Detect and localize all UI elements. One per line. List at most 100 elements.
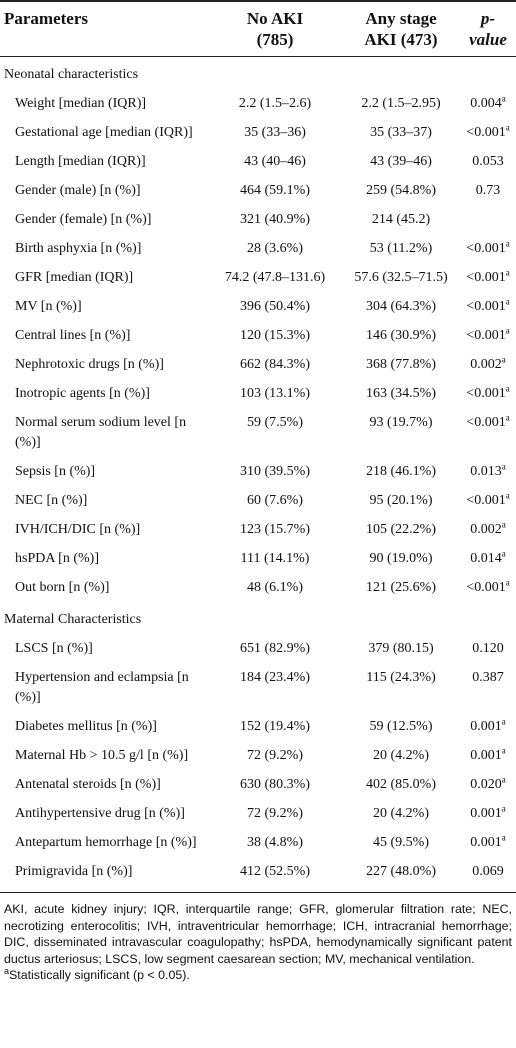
aki-value: 93 (19.7%) (369, 415, 433, 430)
data-table: Parameters No AKI (785) Any stage AKI (473) p… (0, 0, 516, 893)
parameter: Antihypertensive drug [n (%)] (15, 806, 185, 821)
section-label: Maternal Characteristics (4, 612, 142, 627)
aki-value: 259 (54.8%) (366, 183, 436, 198)
header-line: No AKI (246, 9, 304, 28)
p-value: <0.001a (460, 486, 516, 515)
significance-mark: a (501, 461, 506, 472)
table-row: Diabetes mellitus [n (%)] 152 (19.4%) 59 (… (0, 712, 516, 741)
p-value-text: <0.001 (466, 580, 506, 595)
table-row: Maternal Hb > 10.5 g/l [n (%)] 72 (9.2%) 2… (0, 741, 516, 770)
no-aki-value: 103 (13.1%) (240, 386, 310, 401)
significance-mark: a (501, 519, 506, 530)
empty-cell (460, 205, 516, 234)
table-row: Primigravida [n (%)] 412 (52.5%) 227 (48.0… (0, 857, 516, 893)
section-label: Neonatal characteristics (4, 67, 139, 82)
no-aki-value: 111 (14.1%) (240, 551, 310, 566)
header-line: (785) (256, 30, 294, 49)
no-aki-value: 48 (6.1%) (247, 580, 303, 595)
p-value-text: 0.004 (470, 96, 502, 111)
aki-value: 20 (4.2%) (373, 748, 429, 763)
parameter: Weight [median (IQR)] (15, 96, 147, 111)
p-value-text: <0.001 (466, 415, 506, 430)
p-value: 0.120 (472, 641, 504, 656)
p-value-text: 0.014 (470, 551, 502, 566)
column-header: p-value (460, 0, 516, 57)
parameter: Birth asphyxia [n (%)] (15, 241, 142, 256)
aki-value: 368 (77.8%) (366, 357, 436, 372)
no-aki-value: 464 (59.1%) (240, 183, 310, 198)
aki-value: 379 (80.15) (368, 641, 434, 656)
no-aki-value: 123 (15.7%) (240, 522, 310, 537)
p-value: <0.001a (460, 321, 516, 350)
p-value-text: 0.002 (470, 522, 502, 537)
p-value-text: 0.001 (470, 806, 502, 821)
aki-value: 227 (48.0%) (342, 857, 460, 893)
parameter: Nephrotoxic drugs [n (%)] (15, 357, 164, 372)
no-aki-value: 2.2 (1.5–2.6) (238, 96, 312, 111)
aki-value: 53 (11.2%) (369, 241, 433, 256)
aki-value: 95 (20.1%) (369, 493, 433, 508)
significance-mark: a (505, 296, 510, 307)
table-row: Out born [n (%)] 48 (6.1%) 121 (25.6%) <0.0… (0, 573, 516, 602)
p-value: 0.004a (460, 89, 516, 118)
table-body: Neonatal characteristics Weight [median (… (0, 57, 516, 893)
p-value-text: 0.001 (470, 719, 502, 734)
aki-value: 43 (39–46) (370, 154, 432, 169)
table-row: NEC [n (%)] 60 (7.6%) 95 (20.1%) <0.001a (0, 486, 516, 515)
table-row: Gender (male) [n (%)] 464 (59.1%) 259 (54.… (0, 176, 516, 205)
p-value: 0.053 (472, 154, 504, 169)
p-value: 0.001a (460, 741, 516, 770)
table-row: Neonatal characteristics (0, 57, 516, 90)
p-value: <0.001a (460, 408, 516, 457)
table-row: Weight [median (IQR)] 2.2 (1.5–2.6) 2.2 (1… (0, 89, 516, 118)
parameter: Diabetes mellitus [n (%)] (15, 719, 157, 734)
aki-value: 214 (45.2) (371, 212, 431, 227)
aki-value: 45 (9.5%) (373, 835, 429, 850)
aki-value: 121 (25.6%) (366, 580, 436, 595)
p-value: <0.001a (460, 379, 516, 408)
aki-value: 90 (19.0%) (369, 551, 433, 566)
no-aki-value: 396 (50.4%) (240, 299, 310, 314)
significance-mark: a (505, 577, 510, 588)
p-value: 0.001a (460, 799, 516, 828)
significance-mark: a (501, 745, 506, 756)
aki-value: 20 (4.2%) (373, 806, 429, 821)
footnote: AKI, acute kidney injury; IQR, interquar… (4, 901, 512, 967)
parameter: Maternal Hb > 10.5 g/l [n (%)] (15, 748, 189, 763)
p-value: 0.73 (475, 183, 501, 198)
significance-mark: a (505, 325, 510, 336)
column-header: No AKI (785) (208, 0, 342, 57)
table-row: Antepartum hemorrhage [n (%)] 38 (4.8%) 45… (0, 828, 516, 857)
p-value-text: <0.001 (466, 386, 506, 401)
significance-mark: a (505, 267, 510, 278)
significance-mark: a (505, 383, 510, 394)
parameter: Normal serum sodium level [n (%)] (15, 415, 187, 450)
p-value-text: <0.001 (466, 270, 506, 285)
no-aki-value: 72 (9.2%) (247, 806, 303, 821)
p-value-text: 0.001 (470, 748, 502, 763)
significance-mark: a (505, 122, 510, 133)
table-row: IVH/ICH/DIC [n (%)] 123 (15.7%) 105 (22.2%… (0, 515, 516, 544)
table-row: LSCS [n (%)] 651 (82.9%) 379 (80.15) 0.120 (0, 634, 516, 663)
header-line: Parameters (4, 9, 89, 28)
table-row: Maternal Characteristics (0, 602, 516, 634)
table-row: Central lines [n (%)] 120 (15.3%) 146 (30.… (0, 321, 516, 350)
table-row: Antihypertensive drug [n (%)] 72 (9.2%) 20… (0, 799, 516, 828)
p-value: <0.001a (460, 234, 516, 263)
parameter: NEC [n (%)] (15, 493, 88, 508)
parameter: Central lines [n (%)] (15, 328, 131, 343)
p-value-text: 0.020 (470, 777, 502, 792)
aki-value: 59 (12.5%) (369, 719, 433, 734)
no-aki-value: 74.2 (47.8–131.6) (224, 270, 326, 285)
significance-mark: a (501, 803, 506, 814)
table-row: Antenatal steroids [n (%)] 630 (80.3%) 402… (0, 770, 516, 799)
p-value-text: <0.001 (466, 299, 506, 314)
parameter: Antepartum hemorrhage [n (%)] (15, 835, 197, 850)
parameter: Antenatal steroids [n (%)] (15, 777, 161, 792)
parameter: Sepsis [n (%)] (15, 464, 96, 479)
p-value-text: <0.001 (466, 328, 506, 343)
p-value-text: <0.001 (466, 241, 506, 256)
no-aki-value: 72 (9.2%) (247, 748, 303, 763)
parameter: Inotropic agents [n (%)] (15, 386, 150, 401)
